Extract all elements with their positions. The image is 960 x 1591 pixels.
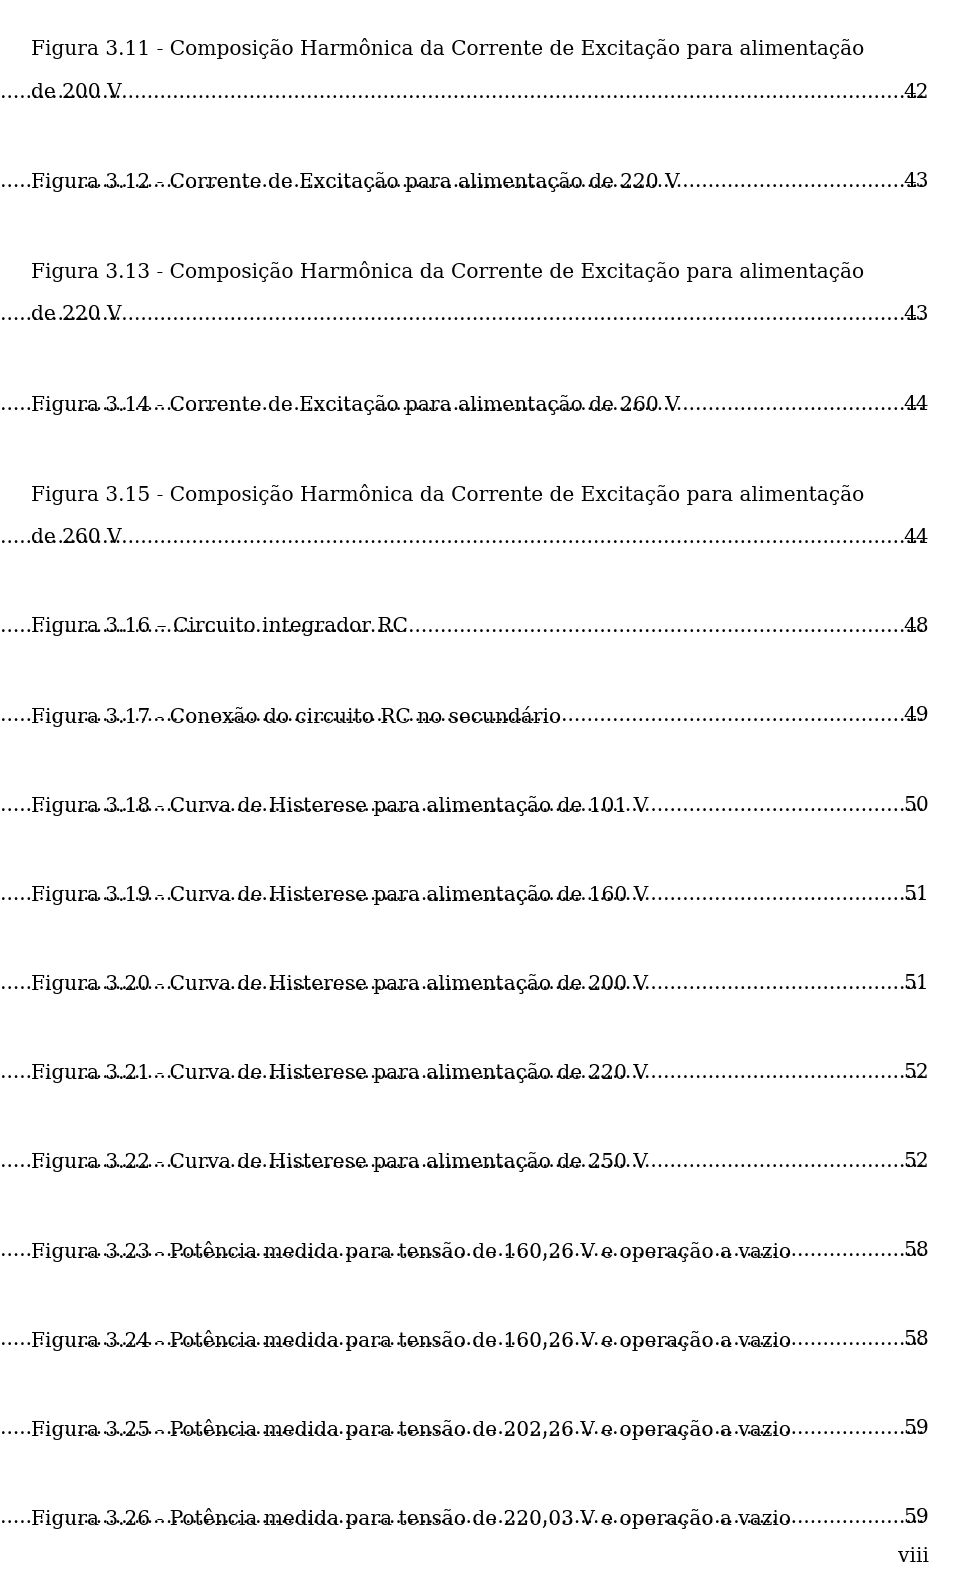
Text: Figura 3.15 - Composição Harmônica da Corrente de Excitação para alimentação: Figura 3.15 - Composição Harmônica da Co…	[31, 484, 864, 504]
Text: ................................................................................: ........................................…	[0, 796, 924, 815]
Text: Figura 3.19 - Curva de Histerese para alimentação de 160 V: Figura 3.19 - Curva de Histerese para al…	[31, 885, 648, 905]
Text: 44: 44	[903, 528, 929, 547]
Text: ................................................................................: ........................................…	[0, 1152, 924, 1171]
Text: 58: 58	[903, 1330, 929, 1349]
Text: Figura 3.25 - Potência medida para tensão de 202,26 V e operação a vazio: Figura 3.25 - Potência medida para tensã…	[31, 1419, 791, 1440]
Text: ................................................................................: ........................................…	[0, 885, 924, 904]
Text: Figura 3.18 - Curva de Histerese para alimentação de 101 V: Figura 3.18 - Curva de Histerese para al…	[31, 796, 648, 816]
Text: 44: 44	[903, 395, 929, 414]
Text: ................................................................................: ........................................…	[0, 1419, 924, 1438]
Text: ................................................................................: ........................................…	[0, 1063, 924, 1082]
Text: ................................................................................: ........................................…	[0, 528, 924, 547]
Text: Figura 3.22 - Curva de Histerese para alimentação de 250 V: Figura 3.22 - Curva de Histerese para al…	[31, 1152, 648, 1173]
Text: 42: 42	[903, 83, 929, 102]
Text: ................................................................................: ........................................…	[0, 1241, 924, 1260]
Text: 52: 52	[903, 1152, 929, 1171]
Text: 59: 59	[903, 1419, 929, 1438]
Text: 49: 49	[903, 706, 929, 725]
Text: 48: 48	[903, 617, 929, 636]
Text: viii: viii	[899, 1546, 929, 1566]
Text: ................................................................................: ........................................…	[0, 706, 924, 725]
Text: Figura 3.20 - Curva de Histerese para alimentação de 200 V: Figura 3.20 - Curva de Histerese para al…	[31, 974, 648, 994]
Text: de 220 V: de 220 V	[31, 305, 121, 325]
Text: de 260 V: de 260 V	[31, 528, 121, 547]
Text: Figura 3.12 - Corrente de Excitação para alimentação de 220 V: Figura 3.12 - Corrente de Excitação para…	[31, 172, 680, 193]
Text: Figura 3.23 - Potência medida para tensão de 160,26 V e operação a vazio: Figura 3.23 - Potência medida para tensã…	[31, 1241, 791, 1262]
Text: 43: 43	[903, 172, 929, 191]
Text: 52: 52	[903, 1063, 929, 1082]
Text: Figura 3.26 - Potência medida para tensão de 220,03 V e operação a vazio: Figura 3.26 - Potência medida para tensã…	[31, 1508, 791, 1529]
Text: ................................................................................: ........................................…	[0, 172, 924, 191]
Text: Figura 3.11 - Composição Harmônica da Corrente de Excitação para alimentação: Figura 3.11 - Composição Harmônica da Co…	[31, 38, 864, 59]
Text: Figura 3.13 - Composição Harmônica da Corrente de Excitação para alimentação: Figura 3.13 - Composição Harmônica da Co…	[31, 261, 864, 282]
Text: ................................................................................: ........................................…	[0, 305, 924, 325]
Text: de 200 V: de 200 V	[31, 83, 121, 102]
Text: 58: 58	[903, 1241, 929, 1260]
Text: 50: 50	[903, 796, 929, 815]
Text: Figura 3.21 - Curva de Histerese para alimentação de 220 V: Figura 3.21 - Curva de Histerese para al…	[31, 1063, 648, 1083]
Text: 51: 51	[903, 974, 929, 993]
Text: ................................................................................: ........................................…	[0, 1508, 924, 1527]
Text: Figura 3.17 - Conexão do circuito RC no secundário: Figura 3.17 - Conexão do circuito RC no …	[31, 706, 561, 727]
Text: Figura 3.16 – Circuito integrador RC: Figura 3.16 – Circuito integrador RC	[31, 617, 408, 636]
Text: ................................................................................: ........................................…	[0, 974, 924, 993]
Text: Figura 3.14 - Corrente de Excitação para alimentação de 260 V: Figura 3.14 - Corrente de Excitação para…	[31, 395, 680, 415]
Text: 59: 59	[903, 1508, 929, 1527]
Text: 51: 51	[903, 885, 929, 904]
Text: ................................................................................: ........................................…	[0, 395, 924, 414]
Text: Figura 3.24 - Potência medida para tensão de 160,26 V e operação a vazio: Figura 3.24 - Potência medida para tensã…	[31, 1330, 791, 1351]
Text: 43: 43	[903, 305, 929, 325]
Text: ................................................................................: ........................................…	[0, 1330, 924, 1349]
Text: ................................................................................: ........................................…	[0, 617, 924, 636]
Text: ................................................................................: ........................................…	[0, 83, 924, 102]
